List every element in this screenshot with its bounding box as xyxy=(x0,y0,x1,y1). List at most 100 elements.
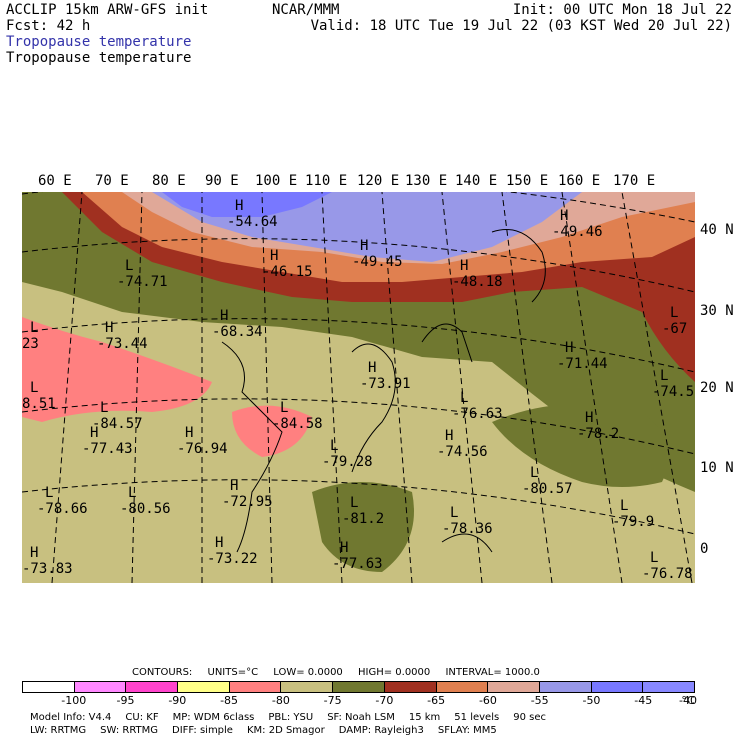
high-center: H-73.22 xyxy=(207,535,258,567)
extremum-value: -80.56 xyxy=(120,501,171,517)
band-minus-75-70-east xyxy=(492,404,669,487)
longitude-label: 130 E xyxy=(405,173,448,189)
field-title-contour: Tropopause temperature xyxy=(6,50,192,66)
extremum-value: -79.28 xyxy=(322,454,373,470)
low-center: L-80.56 xyxy=(120,485,171,517)
extremum-type: H xyxy=(460,258,468,274)
contours-label: CONTOURS: xyxy=(132,667,193,678)
color-scale-tick: -60 xyxy=(478,694,497,707)
extremum-value: -73.44 xyxy=(97,336,148,352)
band-minus-45-40 xyxy=(162,192,332,217)
longitude-label: 70 E xyxy=(95,173,129,189)
field-title-shaded: Tropopause temperature xyxy=(6,34,192,50)
extremum-type: L xyxy=(30,320,38,336)
model-info-item: Model Info: V4.4 xyxy=(30,712,112,723)
color-scale-cell xyxy=(539,682,592,692)
color-scale-cell xyxy=(643,682,694,692)
extremum-value: -67 xyxy=(662,321,687,337)
color-scale-tick: -40 xyxy=(679,694,697,707)
cold-pocket-central xyxy=(232,405,312,457)
extremum-type: H xyxy=(235,198,243,214)
color-scale-tick: -70 xyxy=(375,694,394,707)
extremum-value: -78.36 xyxy=(442,521,493,537)
color-scale-tick: -45 xyxy=(634,694,653,707)
model-info-item: KM: 2D Smagor xyxy=(246,725,325,736)
high-center: H-73.44 xyxy=(97,320,148,352)
color-scale-cell xyxy=(178,682,230,692)
color-scale-tick: -100 xyxy=(61,694,87,707)
model-info-item: CU: KF xyxy=(125,712,159,723)
extremum-type: L xyxy=(100,400,108,416)
organization-label: NCAR/MMM xyxy=(272,2,340,18)
extremum-value: -71.44 xyxy=(557,356,608,372)
extremum-type: H xyxy=(565,340,573,356)
extremum-value: -84.58 xyxy=(272,416,323,432)
low-center: L-79.9 xyxy=(612,498,654,530)
high-center: H-77.43 xyxy=(82,425,133,457)
color-scale-cell xyxy=(333,682,385,692)
low-center: L-76.78 xyxy=(642,550,693,582)
extremum-type: H xyxy=(585,410,593,426)
extremum-value: -46.15 xyxy=(262,264,313,280)
extremum-value: -49.46 xyxy=(552,224,603,240)
cold-pocket-south xyxy=(312,482,414,572)
extremum-type: H xyxy=(220,308,228,324)
extremum-type: H xyxy=(360,238,368,254)
extremum-value: -73.83 xyxy=(22,561,73,577)
model-info-item: 90 sec xyxy=(513,712,546,723)
extremum-type: L xyxy=(45,485,53,501)
extremum-value: 23 xyxy=(22,336,39,352)
high-center: H-68.34 xyxy=(212,308,263,340)
valid-time: Valid: 18 UTC Tue 19 Jul 22 (03 KST Wed … xyxy=(310,18,732,34)
extremum-type: L xyxy=(450,505,458,521)
extremum-type: H xyxy=(368,360,376,376)
color-scale-tick: °C xyxy=(681,694,695,707)
extremum-type: H xyxy=(560,208,568,224)
color-scale-cell xyxy=(281,682,334,692)
low-center: L23 xyxy=(22,320,39,352)
high-label: HIGH= 0.0000 xyxy=(357,667,431,678)
extremum-type: L xyxy=(660,368,668,384)
low-center: L-74.71 xyxy=(117,258,168,290)
high-center: H-46.15 xyxy=(262,248,313,280)
extremum-type: H xyxy=(215,535,223,551)
latitude-label: 40 N xyxy=(700,222,734,238)
low-center: L-78.66 xyxy=(37,485,88,517)
color-scale-tick: -90 xyxy=(168,694,187,707)
extremum-type: H xyxy=(445,428,453,444)
extremum-value: -48.18 xyxy=(452,274,503,290)
extremum-value: -49.45 xyxy=(352,254,403,270)
latitude-label: 0 xyxy=(700,541,709,557)
low-center: L-81.2 xyxy=(342,495,384,527)
high-center: H-73.83 xyxy=(22,545,73,577)
extremum-value: -78.66 xyxy=(37,501,88,517)
color-scale-cell xyxy=(384,682,437,692)
longitude-label: 80 E xyxy=(152,173,186,189)
high-center: H-49.45 xyxy=(352,238,403,270)
model-info-item: LW: RRTMG xyxy=(30,725,87,736)
extremum-value: -78.2 xyxy=(577,426,619,442)
low-center: L-67 xyxy=(662,305,687,337)
high-center: H-78.2 xyxy=(577,410,619,442)
extremum-type: L xyxy=(620,498,628,514)
low-center: L8.51 xyxy=(22,380,56,412)
high-center: H-74.56 xyxy=(437,428,488,460)
high-center: H-73.91 xyxy=(360,360,411,392)
model-info-item: SW: RRTMG xyxy=(100,725,159,736)
longitude-label: 140 E xyxy=(455,173,498,189)
extremum-type: L xyxy=(128,485,136,501)
color-scale-cell xyxy=(229,682,282,692)
units-label: UNITS=°C xyxy=(207,667,259,678)
extremum-value: -72.95 xyxy=(222,494,273,510)
model-title: ACCLIP 15km ARW-GFS init xyxy=(6,2,209,18)
high-center: H-54.64 xyxy=(227,198,278,230)
extremum-type: L xyxy=(30,380,38,396)
low-center: L-76.63 xyxy=(452,390,503,422)
longitude-label: 60 E xyxy=(38,173,72,189)
extremum-type: H xyxy=(270,248,278,264)
color-scale-tick: -95 xyxy=(116,694,135,707)
longitude-label: 150 E xyxy=(506,173,549,189)
latitude-label: 20 N xyxy=(700,380,734,396)
color-scale-tick: -75 xyxy=(323,694,342,707)
extremum-value: -79.9 xyxy=(612,514,654,530)
